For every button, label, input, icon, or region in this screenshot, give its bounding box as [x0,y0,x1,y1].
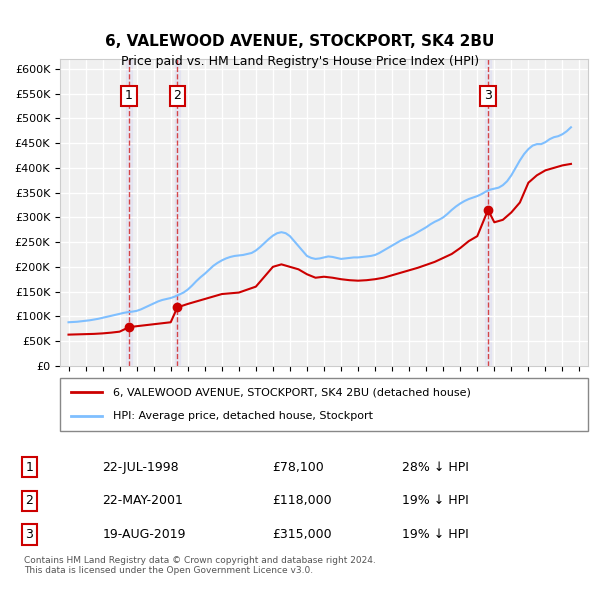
FancyBboxPatch shape [60,378,588,431]
Text: Contains HM Land Registry data © Crown copyright and database right 2024.
This d: Contains HM Land Registry data © Crown c… [24,556,376,575]
Bar [485,59,491,366]
Text: 3: 3 [484,89,492,102]
Text: 28% ↓ HPI: 28% ↓ HPI [401,461,469,474]
Text: HPI: Average price, detached house, Stockport: HPI: Average price, detached house, Stoc… [113,411,373,421]
Text: 19% ↓ HPI: 19% ↓ HPI [401,528,468,541]
Text: £78,100: £78,100 [272,461,323,474]
Text: £118,000: £118,000 [272,494,331,507]
Text: 3: 3 [25,528,33,541]
Text: 6, VALEWOOD AVENUE, STOCKPORT, SK4 2BU: 6, VALEWOOD AVENUE, STOCKPORT, SK4 2BU [106,34,494,49]
Text: Price paid vs. HM Land Registry's House Price Index (HPI): Price paid vs. HM Land Registry's House … [121,55,479,68]
Text: 6, VALEWOOD AVENUE, STOCKPORT, SK4 2BU (detached house): 6, VALEWOOD AVENUE, STOCKPORT, SK4 2BU (… [113,388,470,398]
Text: 2: 2 [173,89,181,102]
Text: 1: 1 [25,461,33,474]
Text: £315,000: £315,000 [272,528,331,541]
Text: 19% ↓ HPI: 19% ↓ HPI [401,494,468,507]
Text: 22-MAY-2001: 22-MAY-2001 [103,494,184,507]
Text: 2: 2 [25,494,33,507]
Text: 19-AUG-2019: 19-AUG-2019 [103,528,186,541]
Bar [127,59,131,366]
Text: 1: 1 [125,89,133,102]
Bar [175,59,180,366]
Text: 22-JUL-1998: 22-JUL-1998 [103,461,179,474]
